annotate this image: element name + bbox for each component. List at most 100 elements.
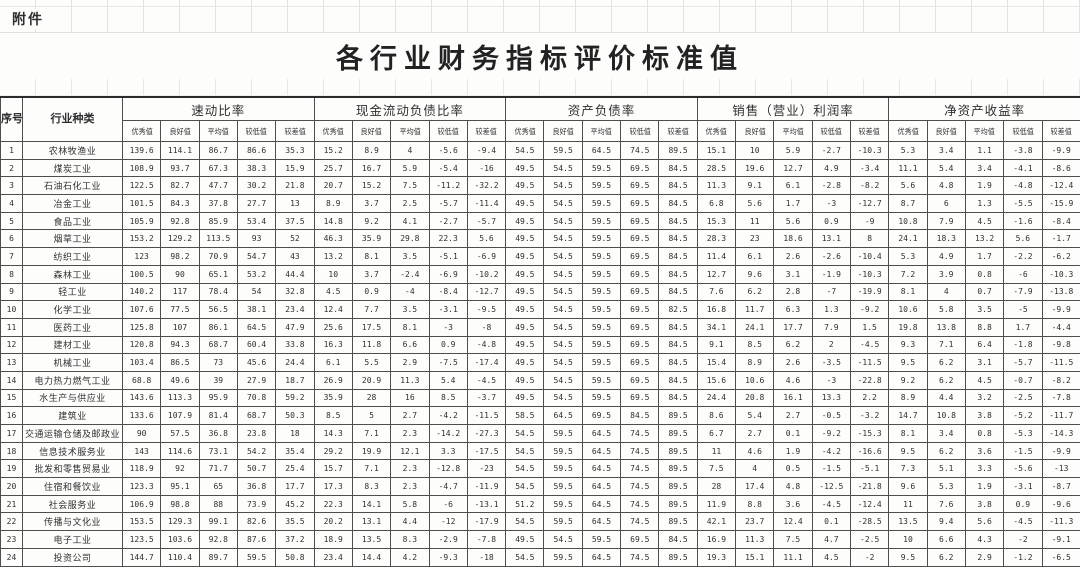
grade-header: 优秀值 [507, 121, 543, 141]
value-cell: 20.8 [736, 389, 774, 407]
value-cell: -8.6 [1042, 159, 1080, 177]
value-cell: 73 [199, 354, 237, 372]
value-cell: 16.8 [697, 301, 735, 319]
value-cell: -3 [812, 195, 850, 213]
value-cell: -8.4 [1042, 212, 1080, 230]
value-cell: 133.6 [123, 407, 161, 425]
value-cell: -9 [850, 212, 888, 230]
value-cell: 5.8 [391, 495, 429, 513]
value-cell: 9.6 [889, 478, 927, 496]
value-cell: 3.7 [352, 265, 390, 283]
value-cell: 54.5 [544, 195, 582, 213]
value-cell: 29.2 [314, 442, 352, 460]
industry-name-cell: 烟草工业 [23, 230, 123, 248]
value-cell: -9.5 [467, 301, 505, 319]
value-cell: 8.8 [965, 318, 1003, 336]
value-cell: 3.3 [429, 442, 467, 460]
value-cell: 17.3 [314, 478, 352, 496]
value-cell: 49.5 [506, 248, 544, 266]
value-cell: 4.8 [774, 478, 812, 496]
value-cell: 9.1 [736, 177, 774, 195]
value-cell: -10.2 [467, 265, 505, 283]
value-cell: 24.4 [276, 354, 314, 372]
value-cell: -12.7 [850, 195, 888, 213]
industry-name-cell: 食品工业 [23, 212, 123, 230]
industry-name-cell: 煤炭工业 [23, 159, 123, 177]
value-cell: -6.9 [467, 248, 505, 266]
row-number-cell: 3 [1, 177, 23, 195]
value-cell: 8.3 [352, 478, 390, 496]
value-cell: 9.2 [352, 212, 390, 230]
value-cell: 13.3 [812, 389, 850, 407]
value-cell: 129.3 [161, 513, 199, 531]
value-cell: 54.5 [544, 531, 582, 549]
value-cell: 35.4 [276, 442, 314, 460]
value-cell: -4.2 [429, 407, 467, 425]
value-cell: 11 [736, 212, 774, 230]
value-cell: -2.5 [850, 531, 888, 549]
value-cell: 10 [736, 142, 774, 160]
value-cell: -9.2 [812, 425, 850, 443]
value-cell: 54.5 [544, 265, 582, 283]
value-cell: 94.3 [161, 336, 199, 354]
row-number-cell: 8 [1, 265, 23, 283]
value-cell: 3.3 [965, 460, 1003, 478]
row-number-cell: 20 [1, 478, 23, 496]
value-cell: 113.5 [199, 230, 237, 248]
value-cell: 38.1 [237, 301, 275, 319]
value-cell: -11.5 [467, 407, 505, 425]
value-cell: 59.5 [582, 248, 620, 266]
value-cell: -13 [1042, 460, 1080, 478]
value-cell: 59.5 [544, 142, 582, 160]
value-cell: 6.1 [774, 177, 812, 195]
value-cell: 3.2 [965, 389, 1003, 407]
value-cell: -2.7 [812, 142, 850, 160]
value-cell: 49.5 [506, 371, 544, 389]
value-cell: 54.5 [506, 442, 544, 460]
value-cell: 11.7 [736, 301, 774, 319]
value-cell: 52 [276, 230, 314, 248]
value-cell: 7.6 [697, 283, 735, 301]
value-cell: 69.5 [621, 195, 659, 213]
value-cell: 4.4 [391, 513, 429, 531]
value-cell: 3.9 [927, 265, 965, 283]
value-cell: 11.1 [774, 548, 812, 566]
value-cell: -12 [429, 513, 467, 531]
value-cell: 36.8 [199, 425, 237, 443]
value-cell: -3.8 [1004, 142, 1042, 160]
value-cell: 57.5 [161, 425, 199, 443]
value-cell: 29.8 [391, 230, 429, 248]
value-cell: 89.5 [659, 513, 697, 531]
table-head: 序号行业种类速动比率现金流动负债比率资产负债率销售（营业）利润率净资产收益率优秀… [1, 97, 1080, 142]
value-cell: 16.3 [314, 336, 352, 354]
value-cell: 23 [736, 230, 774, 248]
grade-header: 较差值 [660, 121, 696, 141]
value-cell: 89.5 [659, 478, 697, 496]
value-cell: 5.6 [965, 513, 1003, 531]
grade-header: 较差值 [1043, 121, 1079, 141]
industry-name-cell: 机械工业 [23, 354, 123, 372]
value-cell: 143.6 [123, 389, 161, 407]
value-cell: 14.1 [352, 495, 390, 513]
value-cell: 15.9 [276, 159, 314, 177]
value-cell: 8.7 [889, 195, 927, 213]
value-cell: -6.5 [1042, 548, 1080, 566]
value-cell: 2.6 [774, 354, 812, 372]
value-cell: 5.4 [736, 407, 774, 425]
value-cell: 49.5 [506, 177, 544, 195]
value-cell: 103.4 [123, 354, 161, 372]
value-cell: 64.5 [582, 513, 620, 531]
value-cell: -27.3 [467, 425, 505, 443]
industry-name-cell: 社会服务业 [23, 495, 123, 513]
value-cell: -2 [1004, 531, 1042, 549]
value-cell: -16 [467, 159, 505, 177]
value-cell: -8.4 [429, 283, 467, 301]
value-cell: 89.7 [199, 548, 237, 566]
value-cell: -10.3 [1042, 265, 1080, 283]
value-cell: 74.5 [621, 460, 659, 478]
value-cell: -19.9 [850, 283, 888, 301]
value-cell: 84.5 [659, 371, 697, 389]
value-cell: 118.9 [123, 460, 161, 478]
